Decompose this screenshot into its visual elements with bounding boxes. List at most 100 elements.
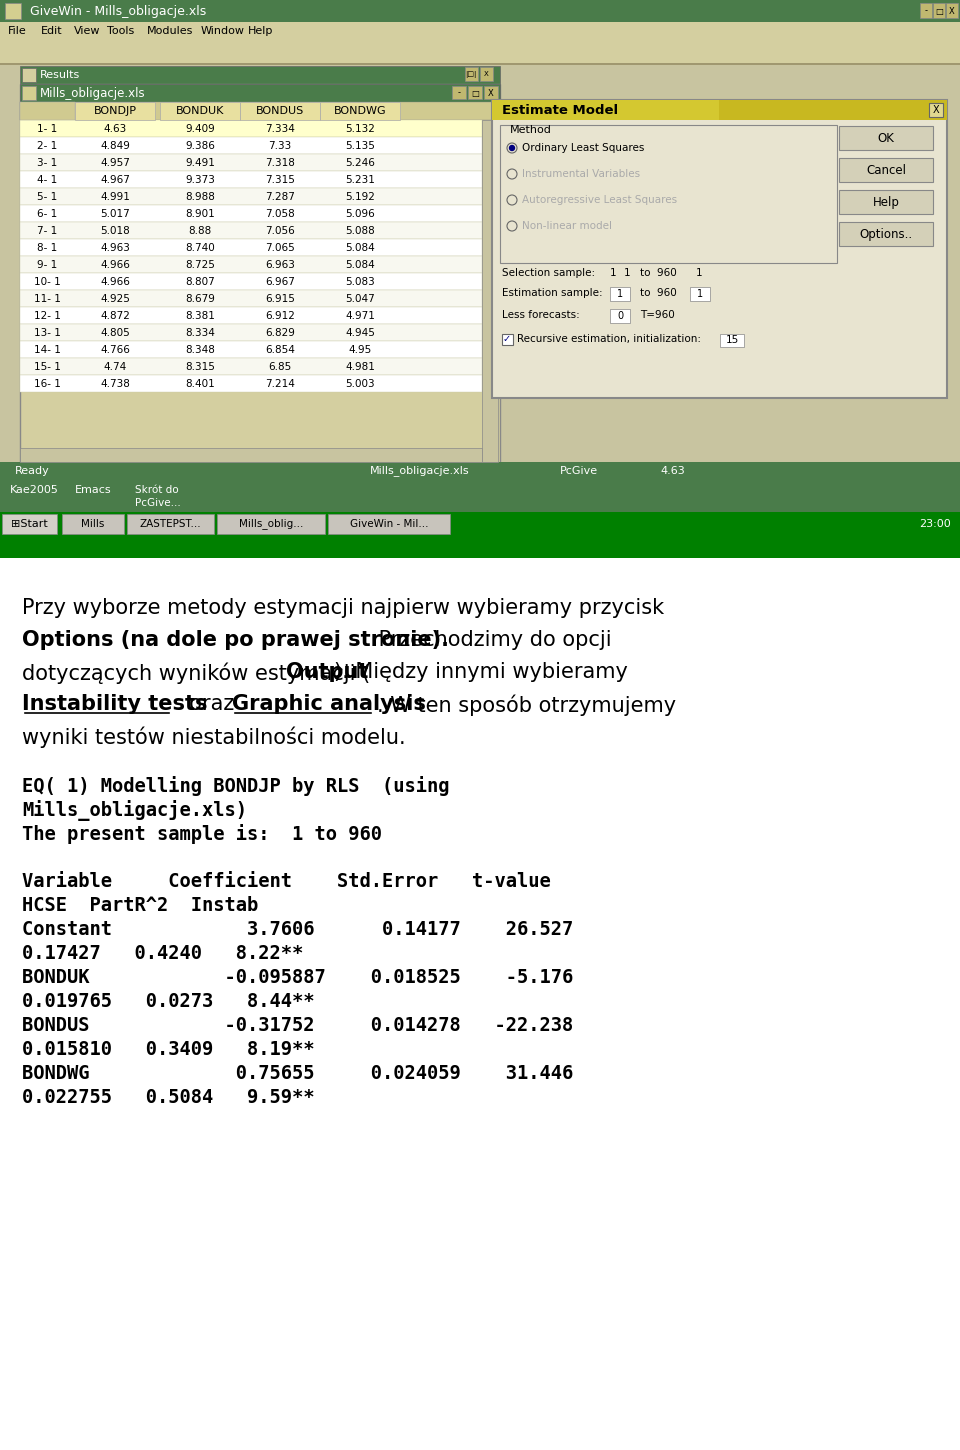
Text: 5.017: 5.017: [100, 209, 130, 219]
Text: Help: Help: [873, 196, 900, 209]
Bar: [20, 358, 482, 376]
Text: □: □: [471, 88, 479, 97]
Text: Variable     Coefficient    Std.Error   t-value: Variable Coefficient Std.Error t-value: [22, 871, 551, 890]
Bar: [690, 287, 710, 302]
Text: 0.019765   0.0273   8.44**: 0.019765 0.0273 8.44**: [22, 992, 315, 1011]
Text: . W ten sposób otrzymujemy: . W ten sposób otrzymujemy: [377, 695, 676, 715]
Text: 5.003: 5.003: [346, 378, 374, 389]
Text: Estimation sample:: Estimation sample:: [502, 289, 603, 299]
Text: 0.015810   0.3409   8.19**: 0.015810 0.3409 8.19**: [22, 1040, 315, 1058]
Text: 0.022755   0.5084   9.59**: 0.022755 0.5084 9.59**: [22, 1088, 315, 1106]
Text: to  960: to 960: [640, 268, 677, 278]
Text: GiveWin - Mills_obligacje.xls: GiveWin - Mills_obligacje.xls: [30, 4, 206, 17]
Text: 3- 1: 3- 1: [36, 158, 58, 168]
Bar: [484, 86, 498, 99]
Text: Skrót do: Skrót do: [135, 484, 179, 494]
Text: 1: 1: [617, 289, 623, 299]
Text: 4- 1: 4- 1: [36, 174, 58, 184]
Text: ✓: ✓: [503, 334, 511, 344]
Bar: [20, 84, 500, 464]
Bar: [502, 334, 513, 345]
Text: 4.966: 4.966: [100, 277, 130, 287]
Text: BONDUS            -0.31752     0.014278   -22.238: BONDUS -0.31752 0.014278 -22.238: [22, 1016, 573, 1035]
Text: BONDWG             0.75655     0.024059    31.446: BONDWG 0.75655 0.024059 31.446: [22, 1064, 573, 1083]
Text: ⊞Start: ⊞Start: [11, 519, 47, 529]
Text: Modules: Modules: [147, 26, 193, 36]
Text: 9- 1: 9- 1: [36, 260, 58, 270]
Bar: [920, 3, 932, 17]
Text: 8.679: 8.679: [185, 293, 215, 303]
Text: 4.63: 4.63: [104, 123, 127, 133]
Bar: [492, 100, 719, 120]
Text: 4.981: 4.981: [345, 361, 375, 371]
Text: X: X: [933, 104, 939, 115]
Text: Help: Help: [248, 26, 274, 36]
Bar: [2, 513, 57, 534]
Bar: [492, 100, 947, 120]
Bar: [127, 513, 214, 534]
Text: 0: 0: [617, 310, 623, 320]
Text: BONDUK            -0.095887    0.018525    -5.176: BONDUK -0.095887 0.018525 -5.176: [22, 969, 573, 987]
Text: Cancel: Cancel: [866, 164, 906, 177]
Text: 0.17427   0.4240   8.22**: 0.17427 0.4240 8.22**: [22, 944, 303, 963]
Bar: [20, 120, 482, 136]
Text: -: -: [458, 88, 461, 97]
Text: GiveWin - Mil...: GiveWin - Mil...: [349, 519, 428, 529]
Text: OK: OK: [877, 132, 895, 145]
Text: -: -: [924, 6, 927, 16]
Text: 4.95: 4.95: [348, 345, 372, 354]
Text: ZASTEPST...: ZASTEPST...: [139, 519, 201, 529]
Text: 4.849: 4.849: [100, 141, 130, 151]
Text: 4.63: 4.63: [660, 465, 684, 476]
Text: 6.829: 6.829: [265, 328, 295, 338]
Bar: [0, 22, 960, 41]
Text: 10- 1: 10- 1: [34, 277, 60, 287]
Text: Method: Method: [510, 125, 552, 135]
Text: 6.912: 6.912: [265, 310, 295, 320]
Text: 6.85: 6.85: [269, 361, 292, 371]
Bar: [720, 334, 744, 347]
Text: 4.971: 4.971: [345, 310, 375, 320]
Bar: [20, 341, 482, 358]
Bar: [20, 273, 482, 290]
Text: 4.872: 4.872: [100, 310, 130, 320]
Text: Window: Window: [201, 26, 245, 36]
Bar: [20, 84, 500, 102]
Text: 7.056: 7.056: [265, 226, 295, 235]
Text: Autoregressive Least Squares: Autoregressive Least Squares: [522, 194, 677, 204]
Text: 5.132: 5.132: [345, 123, 375, 133]
Circle shape: [510, 145, 515, 151]
Bar: [20, 204, 482, 222]
Text: 8.740: 8.740: [185, 242, 215, 252]
Text: 8- 1: 8- 1: [36, 242, 58, 252]
Text: File: File: [8, 26, 27, 36]
Bar: [20, 67, 500, 84]
Text: 4.966: 4.966: [100, 260, 130, 270]
Bar: [839, 126, 933, 149]
Text: 5.083: 5.083: [346, 277, 374, 287]
Text: BONDUK: BONDUK: [176, 106, 225, 116]
Bar: [839, 158, 933, 183]
Bar: [22, 86, 36, 100]
Text: Mills_obligacje.xls: Mills_obligacje.xls: [40, 87, 146, 100]
Bar: [217, 513, 325, 534]
Bar: [492, 100, 947, 397]
Bar: [946, 3, 958, 17]
Text: Less forecasts:: Less forecasts:: [502, 310, 580, 320]
Text: 8.988: 8.988: [185, 191, 215, 202]
Bar: [0, 536, 960, 558]
Bar: [240, 102, 320, 120]
Bar: [75, 102, 155, 120]
Bar: [20, 171, 482, 188]
Text: X: X: [949, 6, 955, 16]
Text: 12- 1: 12- 1: [34, 310, 60, 320]
Text: Przy wyborze metody estymacji najpierw wybieramy przycisk: Przy wyborze metody estymacji najpierw w…: [22, 597, 664, 618]
Bar: [465, 67, 478, 81]
Text: 7.33: 7.33: [269, 141, 292, 151]
Text: 5.135: 5.135: [345, 141, 375, 151]
Text: 9.386: 9.386: [185, 141, 215, 151]
Text: Tools: Tools: [107, 26, 134, 36]
Text: 5.088: 5.088: [346, 226, 374, 235]
Text: 8.381: 8.381: [185, 310, 215, 320]
Text: Non-linear model: Non-linear model: [522, 220, 612, 231]
